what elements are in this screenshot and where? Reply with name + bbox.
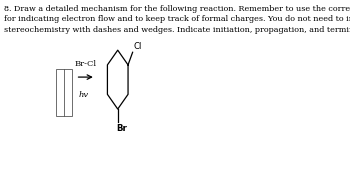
Text: Br-Cl: Br-Cl: [75, 60, 97, 68]
Text: Cl: Cl: [134, 42, 142, 51]
Text: Br: Br: [116, 124, 127, 133]
Text: hv: hv: [79, 91, 89, 99]
Text: 8. Draw a detailed mechanism for the following reaction. Remember to use the cor: 8. Draw a detailed mechanism for the fol…: [4, 5, 350, 34]
Bar: [56, 69, 72, 116]
